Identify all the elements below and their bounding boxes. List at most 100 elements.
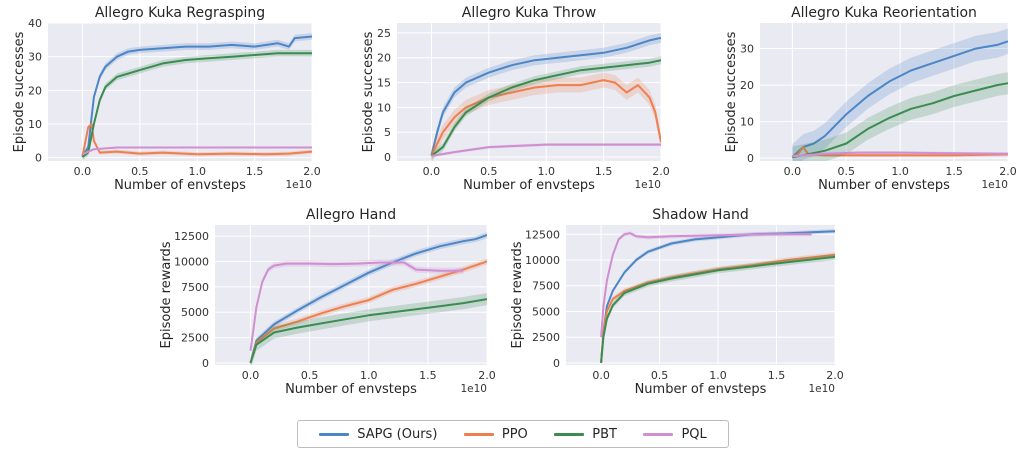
chart-allegro-hand: 0.0 0.5 1.0 1.5 2.0 0 2500 5000 7500 10000 12500 Al…	[159, 207, 496, 397]
band-pbt	[792, 72, 1008, 161]
y-tick-label: 10000	[174, 256, 209, 269]
line-pql	[431, 143, 661, 157]
chart-title: Allegro Hand	[306, 207, 396, 223]
x-tick-label: 1.0	[709, 369, 727, 382]
x-axis-label: Number of envsteps	[114, 178, 246, 193]
x-axis-label: Number of envsteps	[463, 178, 595, 193]
x-tick-label: 0.5	[838, 165, 856, 178]
x-tick-label: 2.0	[999, 165, 1017, 178]
x-scale-label: 1e10	[981, 179, 1008, 191]
x-tick-label: 0.5	[480, 165, 498, 178]
x-scale-label: 1e10	[808, 383, 835, 395]
x-scale-label: 1e10	[460, 383, 487, 395]
y-tick-label: 10	[28, 118, 42, 131]
legend-label-ppo: PPO	[501, 426, 528, 442]
y-tick-label: 20	[740, 79, 754, 92]
line-sapg-ours	[249, 234, 487, 364]
legend-item-sapg: SAPG (Ours)	[319, 427, 437, 442]
y-tick-label: 20	[377, 52, 391, 65]
y-tick-label: 40	[28, 17, 42, 30]
y-tick-label: 7500	[181, 281, 209, 294]
chart-allegro-kuka-regrasping: 0.0 0.5 1.0 1.5 2.0 0 10 20 30 40 Allegro Kuka Reg…	[12, 5, 321, 193]
x-tick-label: 0.5	[301, 369, 319, 382]
chart-allegro-kuka-reorientation: 0.0 0.5 1.0 1.5 2.0 0 10 20 30 Allegro Kuka Reori…	[724, 5, 1017, 193]
x-tick-label: 0.0	[784, 165, 802, 178]
y-tick-label: 15	[377, 77, 391, 90]
chart-title: Allegro Kuka Reorientation	[791, 5, 977, 21]
y-tick-label: 10000	[525, 254, 560, 267]
line-ppo	[791, 146, 1008, 159]
x-tick-label: 1.5	[945, 165, 963, 178]
x-tick-label: 1.5	[419, 369, 437, 382]
y-tick-label: 25	[377, 27, 391, 40]
x-tick-label: 1.0	[891, 165, 909, 178]
x-tick-label: 1.5	[246, 165, 264, 178]
x-tick-label: 0.0	[423, 165, 441, 178]
y-axis-label: Episode successes	[12, 31, 27, 152]
line-pbt	[81, 52, 312, 158]
y-axis-label: Episode rewards	[510, 241, 525, 348]
x-tick-label: 2.0	[826, 369, 844, 382]
x-tick-label: 1.0	[188, 165, 206, 178]
chart-title: Shadow Hand	[652, 207, 749, 223]
line-pbt	[792, 82, 1008, 159]
x-axis-label: Number of envsteps	[635, 382, 767, 397]
band-ppo	[82, 122, 312, 159]
chart-shadow-hand: 0.0 0.5 1.0 1.5 2.0 0 2500 5000 7500 10000 12500 Sh…	[510, 207, 844, 397]
x-axis-label: Number of envsteps	[285, 382, 417, 397]
series-group	[600, 229, 835, 365]
band-pql	[250, 259, 464, 354]
y-tick-label: 12500	[525, 228, 560, 241]
legend-swatch-pql	[643, 432, 674, 436]
line-ppo	[600, 253, 835, 363]
line-pql	[600, 232, 812, 338]
line-pql	[792, 151, 1008, 158]
y-tick-label: 5000	[181, 306, 209, 319]
x-tick-label: 1.0	[360, 369, 378, 382]
y-tick-label: 10	[377, 101, 391, 114]
chart-title: Allegro Kuka Throw	[462, 5, 596, 21]
line-pbt	[249, 298, 487, 364]
chart-title: Allegro Kuka Regrasping	[95, 5, 265, 21]
x-tick-label: 1.0	[537, 165, 555, 178]
line-ppo	[249, 260, 487, 364]
series-group	[249, 232, 487, 365]
plot-area	[566, 225, 835, 365]
x-tick-label: 1.5	[768, 369, 786, 382]
series-group	[430, 32, 661, 161]
line-sapg-ours	[791, 40, 1008, 158]
line-sapg-ours	[81, 35, 312, 157]
y-tick-label: 12500	[174, 230, 209, 243]
y-tick-label: 0	[202, 357, 209, 370]
legend-swatch-ppo	[463, 432, 494, 436]
band-sapg-ours	[792, 28, 1008, 161]
y-tick-label: 5	[384, 126, 391, 139]
band-ppo	[431, 72, 661, 161]
y-tick-label: 0	[35, 152, 42, 165]
legend-label-pbt: PBT	[592, 426, 617, 442]
series-group	[81, 33, 312, 161]
y-tick-label: 10	[740, 116, 754, 129]
x-tick-label: 2.0	[303, 165, 321, 178]
y-axis-label: Episode successes	[361, 31, 376, 152]
y-tick-label: 30	[28, 51, 42, 64]
legend-item-ppo: PPO	[463, 426, 528, 442]
y-tick-label: 0	[553, 357, 560, 370]
x-tick-label: 2.0	[478, 369, 496, 382]
x-tick-label: 1.5	[595, 165, 613, 178]
series-group	[791, 28, 1008, 161]
legend-swatch-sapg	[319, 432, 350, 436]
y-tick-label: 0	[384, 151, 391, 164]
legend-swatch-pbt	[554, 432, 585, 436]
legend-label-pql: PQL	[681, 426, 707, 442]
line-pbt	[430, 59, 661, 157]
legend-label-sapg: SAPG (Ours)	[357, 426, 438, 442]
chart-allegro-kuka-throw: 0.0 0.5 1.0 1.5 2.0 0 5 10 15 20 25 Allegro Kuka Th…	[361, 5, 670, 193]
legend-item-pql: PQL	[643, 426, 707, 442]
line-pbt	[600, 255, 835, 363]
legend: SAPG (Ours) PPO PBT PQL	[297, 420, 729, 448]
x-tick-label: 0.0	[242, 369, 260, 382]
x-tick-label: 0.5	[131, 165, 149, 178]
y-tick-label: 2500	[181, 332, 209, 345]
x-tick-label: 0.0	[592, 369, 610, 382]
